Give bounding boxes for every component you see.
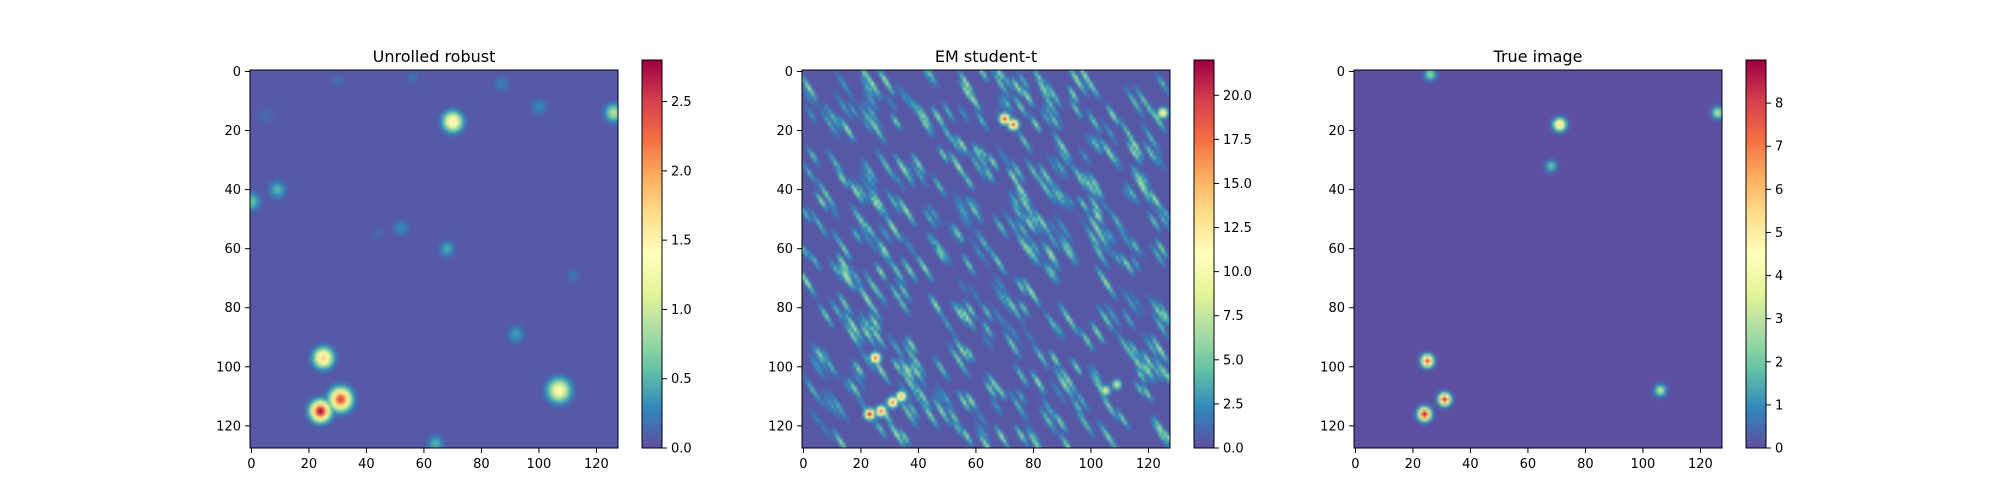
axes: 0 20 40 60 80 100 120 0 20 40 60 80 100 120 (768, 65, 1161, 472)
panel-title: True image (1493, 47, 1583, 66)
x-tick-label: 120 (1136, 457, 1161, 472)
y-tick-label: 0 (785, 65, 793, 80)
x-tick-label: 120 (1688, 457, 1713, 472)
y-tick-label: 80 (224, 301, 241, 316)
heatmap-frame (801, 69, 1171, 449)
colorbar-tick-label: 3 (1775, 312, 1783, 327)
x-tick-label: 20 (853, 457, 870, 472)
x-tick-label: 80 (1025, 457, 1042, 472)
x-tick-label: 0 (1351, 457, 1359, 472)
heatmap-image (1354, 70, 1722, 448)
colorbar-ticks: 0 1 2 3 4 5 6 7 8 (1766, 97, 1783, 457)
colorbar-tick-label: 2.0 (671, 164, 692, 179)
y-tick-label: 20 (224, 124, 241, 139)
x-tick-label: 120 (584, 457, 609, 472)
x-tick-label: 60 (968, 457, 985, 472)
colorbar-tick-label: 7.5 (1223, 309, 1244, 324)
colorbar-tick-label: 10.0 (1223, 265, 1252, 280)
colorbar-tick-label: 5 (1775, 226, 1783, 241)
colorbar-tick-label: 0 (1775, 442, 1783, 457)
y-tick-label: 40 (776, 183, 793, 198)
colorbar-ticks: 0.0 0.5 1.0 1.5 2.0 2.5 (662, 95, 692, 457)
colorbar-tick-label: 6 (1775, 183, 1783, 198)
colorbar-image (1194, 60, 1214, 448)
x-tick-label: 20 (301, 457, 318, 472)
x-tick-label: 40 (1462, 457, 1479, 472)
colorbar-tick-label: 2.5 (671, 95, 692, 110)
axes: 0 20 40 60 80 100 120 0 20 40 60 80 100 120 (216, 65, 609, 472)
x-tick-label: 60 (416, 457, 433, 472)
colorbar-ticks: 0.0 2.5 5.0 7.5 10.0 12.5 15.0 17.5 20.0 (1214, 89, 1252, 457)
y-tick-label: 60 (224, 242, 241, 257)
colorbar-image (1746, 60, 1766, 448)
heatmap-image (250, 70, 618, 448)
panel-em-student-t: EM student-t 0 20 40 60 80 100 120 0 20 40 60 80 100… (768, 47, 1252, 472)
colorbar-tick-label: 15.0 (1223, 177, 1252, 192)
colorbar-tick-label: 0.0 (1223, 442, 1244, 457)
colorbar-frame (1193, 59, 1215, 449)
y-tick-label: 20 (776, 124, 793, 139)
colorbar-tick-label: 1 (1775, 398, 1783, 413)
x-tick-label: 80 (473, 457, 490, 472)
colorbar-tick-label: 0.0 (671, 442, 692, 457)
colorbar-tick-label: 7 (1775, 140, 1783, 155)
colorbar-frame (1745, 59, 1767, 449)
colorbar-tick-label: 1.5 (671, 234, 692, 249)
y-tick-label: 20 (1328, 124, 1345, 139)
x-tick-label: 20 (1405, 457, 1422, 472)
y-tick-label: 60 (1328, 242, 1345, 257)
colorbar-tick-label: 17.5 (1223, 133, 1252, 148)
colorbar-tick-label: 4 (1775, 269, 1783, 284)
x-tick-label: 60 (1520, 457, 1537, 472)
x-tick-label: 40 (358, 457, 375, 472)
panel-unrolled-robust: Unrolled robust 0 20 40 60 80 100 120 0 20 40 60 80… (216, 47, 692, 472)
colorbar-image (642, 60, 662, 448)
x-tick-label: 40 (910, 457, 927, 472)
y-tick-label: 40 (1328, 183, 1345, 198)
y-tick-label: 120 (216, 419, 241, 434)
x-tick-label: 0 (799, 457, 807, 472)
colorbar-tick-label: 2.5 (1223, 397, 1244, 412)
colorbar-tick-label: 5.0 (1223, 353, 1244, 368)
y-tick-label: 80 (1328, 301, 1345, 316)
x-tick-label: 100 (1079, 457, 1104, 472)
y-tick-label: 100 (1320, 360, 1345, 375)
heatmap-image (802, 70, 1170, 448)
heatmap-frame (249, 69, 619, 449)
colorbar-tick-label: 8 (1775, 97, 1783, 112)
colorbar-tick-label: 0.5 (671, 372, 692, 387)
y-tick-label: 0 (1337, 65, 1345, 80)
y-tick-label: 0 (233, 65, 241, 80)
y-tick-label: 40 (224, 183, 241, 198)
panel-title: EM student-t (935, 47, 1037, 66)
panel-title: Unrolled robust (373, 47, 496, 66)
x-tick-label: 100 (527, 457, 552, 472)
x-tick-label: 100 (1631, 457, 1656, 472)
x-tick-label: 0 (247, 457, 255, 472)
colorbar-frame (641, 59, 663, 449)
x-tick-label: 80 (1577, 457, 1594, 472)
y-tick-label: 120 (768, 419, 793, 434)
y-tick-label: 60 (776, 242, 793, 257)
panel-true-image: True image 0 20 40 60 80 100 12002040608010012… (1320, 47, 1783, 472)
axes: 0 20 40 60 80 100 120 0 20 40 60 80 100 120 (1320, 65, 1713, 472)
colorbar-tick-label: 20.0 (1223, 89, 1252, 104)
heatmap-frame (1353, 69, 1723, 449)
y-tick-label: 100 (216, 360, 241, 375)
colorbar-tick-label: 2 (1775, 355, 1783, 370)
y-tick-label: 120 (1320, 419, 1345, 434)
colorbar-tick-label: 12.5 (1223, 221, 1252, 236)
y-tick-label: 80 (776, 301, 793, 316)
y-tick-label: 100 (768, 360, 793, 375)
colorbar-tick-label: 1.0 (671, 303, 692, 318)
